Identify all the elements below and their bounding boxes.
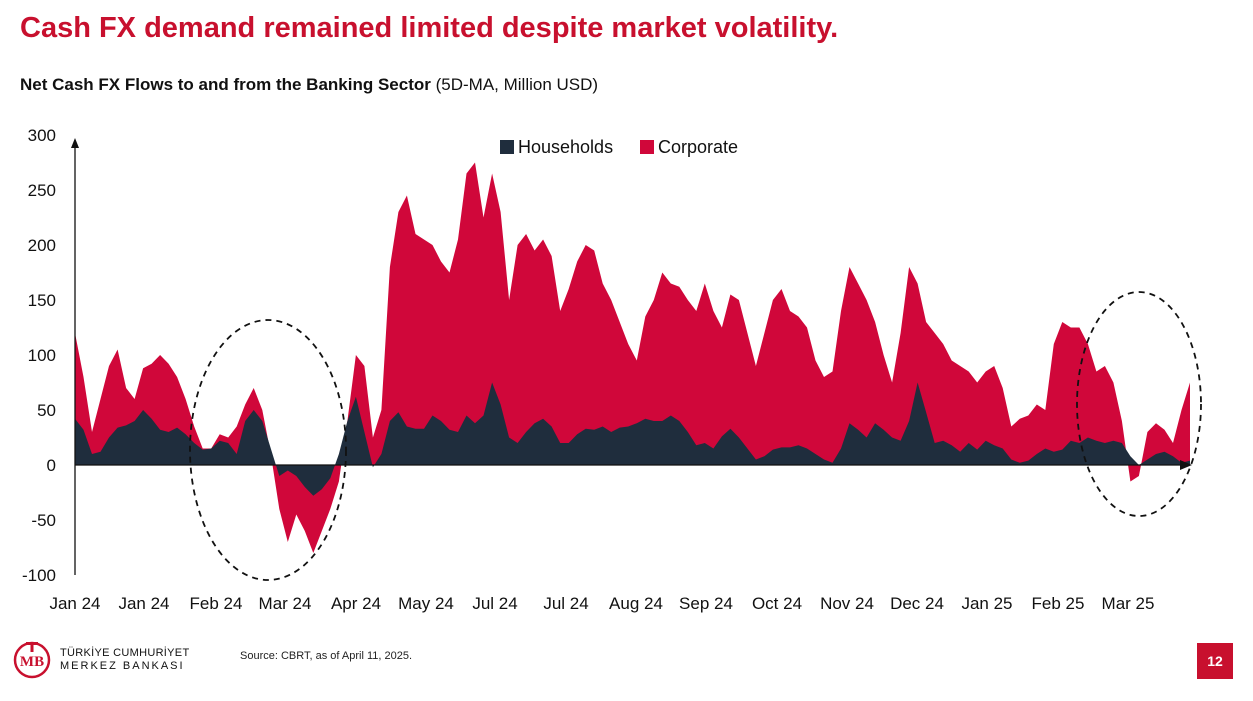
x-tick-label: Oct 24 — [752, 594, 802, 613]
x-tick-label: Mar 25 — [1102, 594, 1155, 613]
x-tick-label: Nov 24 — [820, 594, 874, 613]
legend-label-households: Households — [518, 137, 613, 157]
x-tick-label: Jul 24 — [472, 594, 517, 613]
y-tick-label: 250 — [28, 181, 56, 200]
x-axis-arrow — [1180, 460, 1192, 470]
logo-line-1: TÜRKİYE CUMHURİYET — [60, 647, 190, 659]
cbrt-emblem-icon: MB — [13, 641, 51, 679]
x-tick-label: Jan 24 — [49, 594, 100, 613]
series-corporate-area — [75, 162, 1190, 553]
annotation-ellipse-2025 — [1076, 291, 1202, 517]
y-tick-label: 0 — [47, 456, 56, 475]
x-tick-label: Apr 24 — [331, 594, 381, 613]
chart-subtitle-bold: Net Cash FX Flows to and from the Bankin… — [20, 75, 431, 94]
x-tick-label: Mar 24 — [259, 594, 312, 613]
y-tick-label: 200 — [28, 236, 56, 255]
legend-swatch-households — [500, 140, 514, 154]
y-axis-arrow — [71, 138, 79, 148]
x-tick-label: Feb 25 — [1032, 594, 1085, 613]
x-tick-label: Sep 24 — [679, 594, 733, 613]
y-tick-label: 150 — [28, 291, 56, 310]
source-note: Source: CBRT, as of April 11, 2025. — [240, 650, 413, 662]
y-tick-label: 300 — [28, 126, 56, 145]
net-cash-fx-chart: 300 250 200 150 100 50 0 -50 -100 Jan 24 Jan 24 Feb… — [22, 126, 1202, 613]
annotation-ellipse-2024 — [189, 319, 347, 581]
y-tick-label: -100 — [22, 566, 56, 585]
logo-line-2: MERKEZ BANKASI — [60, 660, 185, 672]
y-tick-label: -50 — [31, 511, 56, 530]
x-tick-label: Feb 24 — [190, 594, 243, 613]
series-households-area — [75, 382, 1190, 496]
x-tick-label: Jan 25 — [961, 594, 1012, 613]
legend-swatch-corporate — [640, 140, 654, 154]
x-tick-label: Jul 24 — [543, 594, 588, 613]
legend-label-corporate: Corporate — [658, 137, 738, 157]
x-tick-label: May 24 — [398, 594, 454, 613]
cbrt-logo: MB TÜRKİYE CUMHURİYET MERKEZ BANKASI — [12, 640, 189, 680]
svg-text:MB: MB — [20, 654, 44, 670]
page-headline: Cash FX demand remained limited despite … — [20, 12, 839, 44]
chart-subtitle-units: (5D-MA, Million USD) — [430, 75, 599, 94]
chart-subtitle: Net Cash FX Flows to and from the Bankin… — [20, 75, 598, 95]
x-tick-label: Dec 24 — [890, 594, 944, 613]
y-tick-label: 100 — [28, 346, 56, 365]
x-tick-label: Jan 24 — [118, 594, 169, 613]
page-number-badge: 12 — [1197, 643, 1233, 679]
x-tick-label: Aug 24 — [609, 594, 663, 613]
y-tick-label: 50 — [37, 401, 56, 420]
